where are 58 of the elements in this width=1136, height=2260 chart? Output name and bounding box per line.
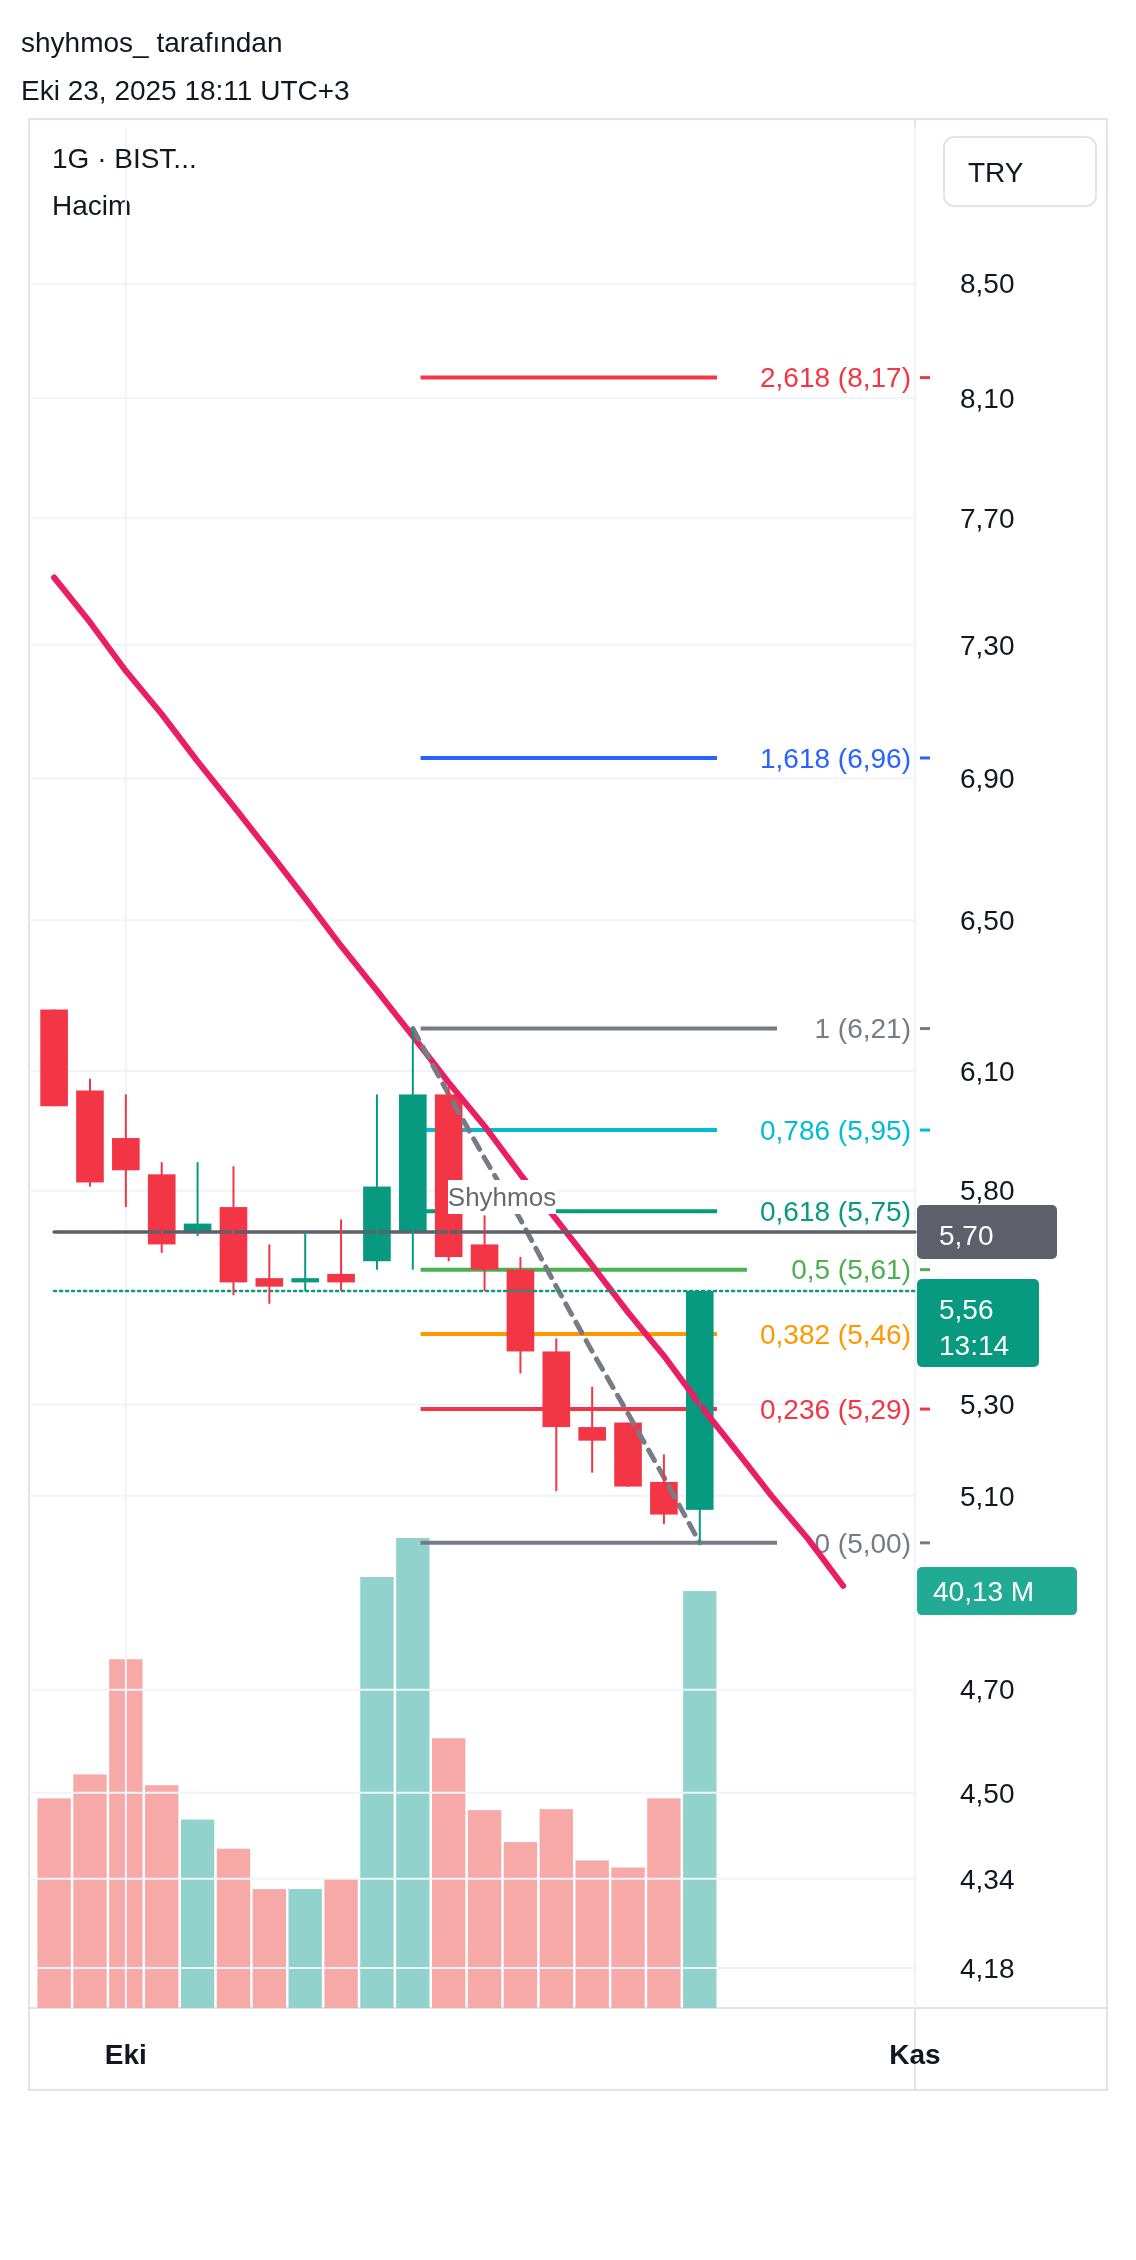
bar — [109, 1659, 143, 2008]
bar — [647, 1798, 681, 2008]
text: Eki 23, 2025 18:11 UTC+3 — [21, 75, 350, 106]
bar — [575, 1860, 609, 2008]
ref-line-label: 1,618 (6,96) — [760, 742, 911, 774]
series-label: 5,56 13:14 — [939, 1293, 1010, 1361]
y-axis-title: TRY — [968, 157, 1024, 188]
y-tick-label: 5,80 — [960, 1175, 1015, 1207]
bar — [432, 1738, 466, 2008]
bar — [324, 1878, 358, 2008]
candlestick — [112, 1093, 140, 1209]
bar — [683, 1591, 717, 2008]
bar — [467, 1810, 502, 2008]
ref-line-label: 0,5 (5,61) — [791, 1254, 911, 1286]
y-tick-label: 7,70 — [960, 503, 1015, 535]
x-tick-label: Eki — [104, 2039, 147, 2070]
bar — [252, 1889, 287, 2008]
y-tick-label: 5,10 — [960, 1480, 1015, 1512]
bar — [37, 1798, 71, 2008]
bar — [611, 1867, 645, 2008]
ref-line-label: 0,786 (5,95) — [760, 1114, 911, 1146]
text: shyhmos_ tarafından — [21, 27, 283, 58]
text: 40,13 M — [933, 1575, 1035, 1607]
y-tick-label: 8,50 — [960, 268, 1015, 300]
series-label: 5,70 — [939, 1219, 994, 1251]
bar — [145, 1785, 179, 2008]
y-tick-label: 6,50 — [960, 905, 1015, 937]
x-tick-label: Kas — [889, 2039, 941, 2070]
bar — [73, 1774, 107, 2008]
y-tick-label: 5,30 — [960, 1389, 1015, 1421]
chart-title: Hacim — [52, 190, 132, 221]
bar — [180, 1819, 215, 2008]
bar — [216, 1848, 251, 2008]
y-tick-label: 8,10 — [960, 382, 1015, 414]
bar — [360, 1577, 394, 2008]
candlestick — [255, 1243, 284, 1305]
y-tick-label: 6,10 — [960, 1055, 1015, 1087]
bar — [396, 1538, 430, 2008]
ref-line-label: 0,382 (5,46) — [760, 1318, 911, 1350]
bar — [288, 1889, 322, 2008]
candlestick — [40, 1008, 68, 1108]
candlestick — [614, 1421, 642, 1488]
y-tick-label: 7,30 — [960, 629, 1015, 661]
ref-line-label: 0,236 (5,29) — [760, 1393, 911, 1425]
ref-line-label: 1 (6,21) — [814, 1013, 911, 1045]
candlestick — [470, 1214, 499, 1292]
annotation: Shyhmos — [447, 1182, 557, 1213]
ref-line-label: 2,618 (8,17) — [760, 362, 911, 394]
text: 1G · BIST... — [52, 143, 197, 174]
y-tick-label: 4,70 — [960, 1674, 1015, 1706]
bar — [503, 1842, 538, 2008]
bar — [539, 1809, 573, 2008]
candlestick — [76, 1077, 104, 1188]
y-tick-label: 4,34 — [960, 1863, 1015, 1895]
y-tick-label: 4,18 — [960, 1952, 1015, 1984]
y-tick-label: 6,90 — [960, 763, 1015, 795]
y-tick-label: 4,50 — [960, 1777, 1015, 1809]
ref-line-label: 0,618 (5,75) — [760, 1195, 911, 1227]
